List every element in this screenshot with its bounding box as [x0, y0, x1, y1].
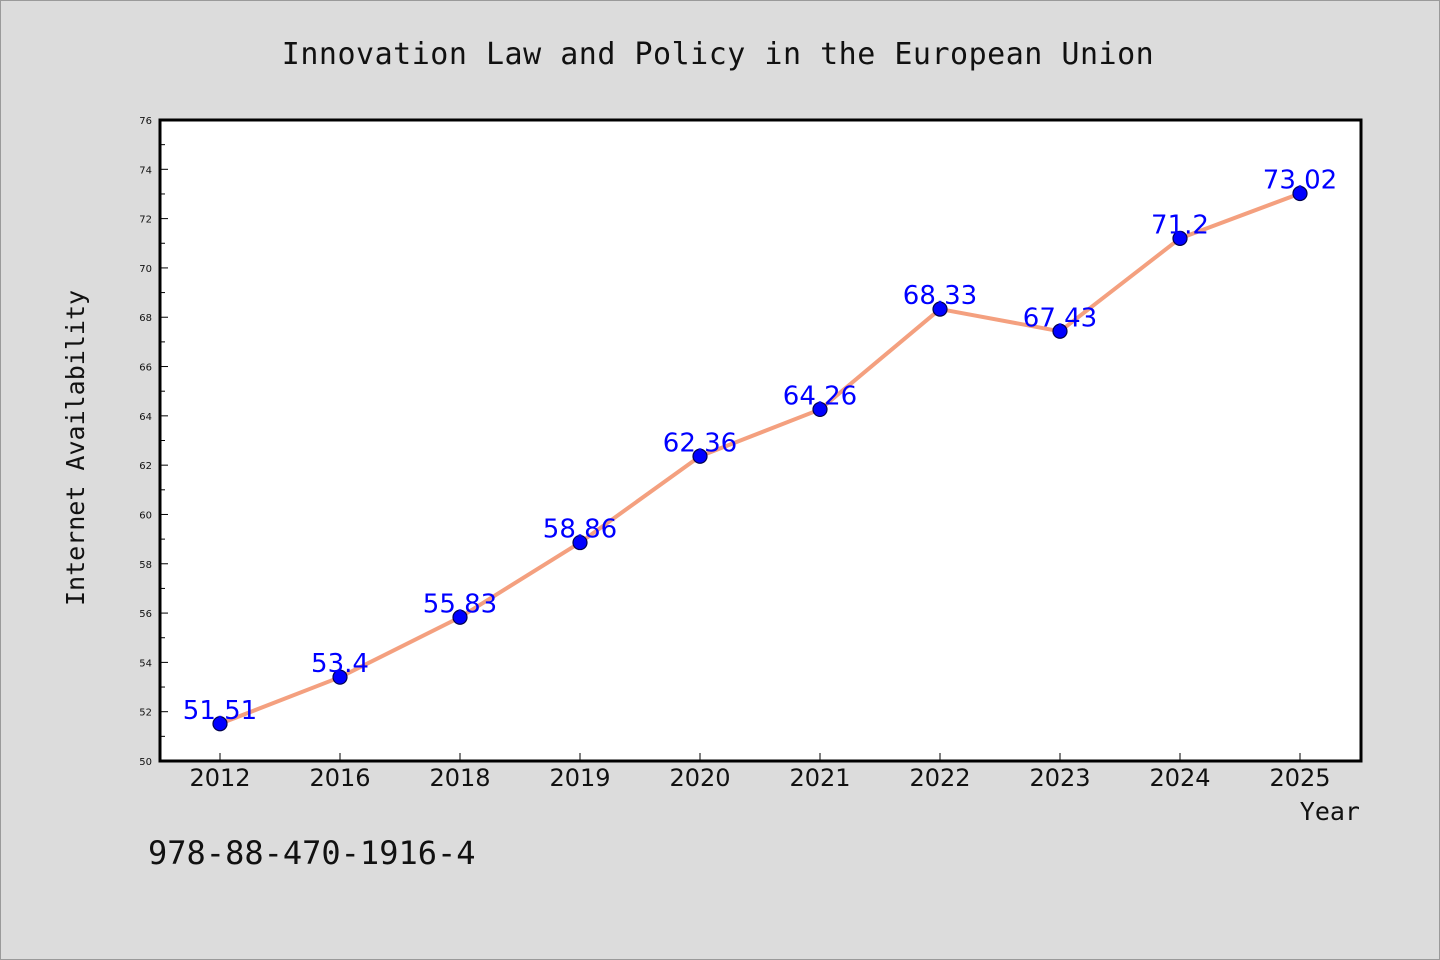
x-tick-label: 2025 [1269, 764, 1330, 792]
data-label: 58.86 [543, 515, 617, 545]
data-label: 64.26 [783, 381, 857, 411]
isbn-code: 978-88-470-1916-4 [148, 834, 476, 872]
data-label: 68.33 [903, 281, 977, 311]
x-tick-label: 2012 [189, 764, 250, 792]
data-point [1052, 323, 1068, 339]
x-axis-label: Year [1300, 797, 1360, 826]
y-tick-label: 72 [139, 215, 152, 226]
data-point [332, 669, 348, 685]
y-tick-label: 64 [139, 412, 152, 423]
y-tick-label: 50 [139, 757, 152, 768]
data-point [212, 716, 228, 732]
data-point [932, 301, 948, 317]
y-tick-label: 56 [139, 609, 152, 620]
x-tick-label: 2021 [789, 764, 850, 792]
data-label: 53.4 [311, 649, 369, 679]
y-tick-label: 70 [139, 264, 152, 275]
y-axis-label: Internet Availability [61, 290, 90, 606]
x-tick-label: 2022 [909, 764, 970, 792]
y-tick-label: 54 [139, 658, 152, 669]
x-tick-label: 2023 [1029, 764, 1090, 792]
x-tick-label: 2024 [1149, 764, 1210, 792]
y-tick-label: 60 [139, 510, 152, 521]
data-point [812, 401, 828, 418]
data-label: 73.02 [1263, 165, 1337, 195]
x-tick-label: 2018 [429, 764, 490, 792]
plot-area [160, 120, 1361, 761]
data-point [692, 448, 708, 464]
x-tick-label: 2016 [309, 764, 370, 792]
data-point [1292, 185, 1308, 202]
y-tick-label: 62 [139, 461, 152, 472]
y-tick-label: 58 [139, 560, 152, 571]
data-label: 51.51 [183, 696, 257, 726]
x-tick-label: 2019 [549, 764, 610, 792]
data-label: 55.83 [423, 589, 497, 619]
data-point [1172, 230, 1188, 246]
data-label: 62.36 [663, 428, 737, 458]
series-line [218, 191, 1302, 726]
y-tick-label: 68 [139, 313, 152, 324]
data-point [452, 609, 468, 625]
y-tick-label: 66 [139, 363, 152, 374]
chart-title: Innovation Law and Policy in the Europea… [282, 37, 1154, 72]
y-tick-label: 76 [139, 116, 152, 127]
y-tick-label: 74 [139, 165, 152, 176]
data-label: 67.43 [1023, 303, 1097, 333]
x-tick-label: 2020 [669, 764, 730, 792]
data-label: 71.2 [1151, 210, 1209, 240]
data-point [572, 534, 588, 551]
plot-border [158, 118, 1363, 763]
y-tick-label: 52 [139, 708, 152, 719]
chart-marks: 50 52 54 56 58 60 62 64 66 68 70 72 74 76 2012 2016 2018… [139, 116, 1337, 792]
